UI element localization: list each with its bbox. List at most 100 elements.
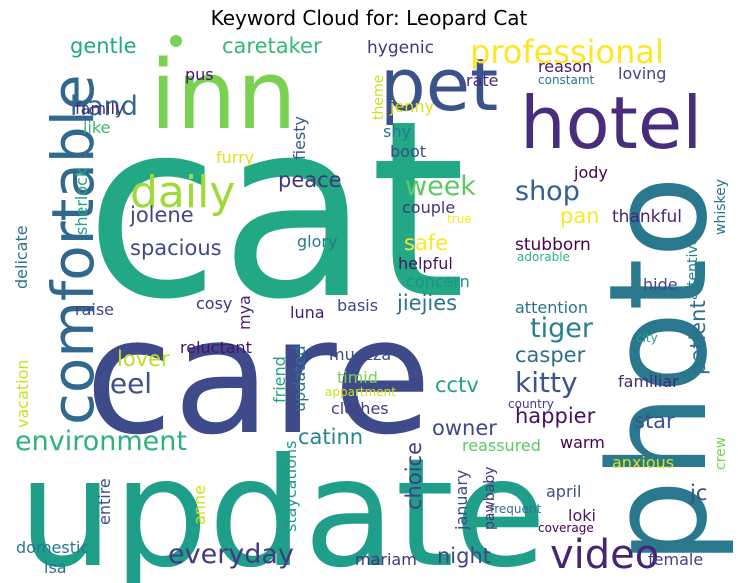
word-couple: couple bbox=[402, 198, 455, 217]
word-familiar: familiar bbox=[618, 372, 679, 391]
word-hygenic: hygenic bbox=[367, 38, 434, 58]
word-jenny: jenny bbox=[389, 97, 434, 116]
word-cat: cat bbox=[85, 68, 466, 353]
word-concern: concern bbox=[406, 272, 470, 291]
word-boot: boot bbox=[390, 142, 426, 161]
word-jiejies: jiejies bbox=[396, 291, 457, 315]
word-entire: entire bbox=[95, 478, 114, 525]
word-hide: hide bbox=[643, 275, 678, 294]
word-mya: mya bbox=[235, 295, 254, 330]
word-pus: pus bbox=[185, 65, 214, 84]
word-anne: anne bbox=[190, 485, 209, 525]
word-video: video bbox=[550, 532, 659, 578]
word-frequent: frequent bbox=[490, 502, 541, 516]
word-casper: casper bbox=[515, 343, 586, 367]
word-update: update bbox=[18, 427, 547, 583]
word-anxious: anxious bbox=[612, 453, 674, 472]
word-hand: hand bbox=[70, 91, 138, 122]
word-helpful: helpful bbox=[398, 254, 453, 273]
word-jc: jc bbox=[689, 481, 707, 505]
word-photo: photo bbox=[580, 176, 737, 565]
word-staycations: staycations bbox=[281, 441, 300, 532]
word-loki: loki bbox=[568, 506, 596, 525]
word-rate: rate bbox=[466, 71, 499, 90]
word-star: star bbox=[634, 409, 675, 433]
word-sherlock: sherlock bbox=[72, 167, 91, 235]
word-reason: reason bbox=[538, 57, 592, 76]
word-updated: updated bbox=[290, 345, 309, 412]
word-safe: safe bbox=[404, 231, 448, 255]
word-cctv: cctv bbox=[435, 373, 479, 397]
word-constamt: constamt bbox=[538, 73, 595, 87]
word-week: week bbox=[405, 171, 476, 202]
word-shy: shy bbox=[383, 122, 411, 141]
word-reluctant: reluctant bbox=[180, 338, 252, 357]
word-tiger: tiger bbox=[530, 313, 594, 344]
word-comfortable: comfortable bbox=[39, 74, 107, 425]
word-inn: inn bbox=[150, 41, 297, 151]
word-glory: glory bbox=[297, 232, 337, 251]
word-theme: theme bbox=[371, 75, 387, 120]
word-country: country bbox=[508, 397, 554, 411]
word-caretaker: caretaker bbox=[222, 34, 322, 58]
word-hotel: hotel bbox=[520, 81, 702, 165]
word-fiesty: fiesty bbox=[290, 116, 309, 160]
word-raise: raise bbox=[75, 300, 114, 319]
word-thankful: thankful bbox=[612, 207, 682, 227]
word-crew: crew bbox=[713, 437, 729, 470]
word-kitty: kitty bbox=[515, 366, 578, 399]
word-muezza: muezza bbox=[329, 345, 391, 364]
word-mariam: mariam bbox=[355, 550, 417, 569]
word-clothes: clothes bbox=[331, 399, 389, 418]
word-patient: patient bbox=[686, 300, 710, 375]
word-domestic: domestic bbox=[16, 538, 89, 557]
word-true: true bbox=[447, 212, 472, 226]
word-lover: lover bbox=[117, 347, 170, 371]
word-everyday: everyday bbox=[168, 539, 294, 570]
word-family: family bbox=[75, 99, 124, 118]
word-friend: friend bbox=[270, 356, 289, 403]
chart-title: Keyword Cloud for: Leopard Cat bbox=[210, 6, 528, 30]
word-stubborn: stubborn bbox=[515, 235, 591, 255]
word-jolene: jolene bbox=[129, 203, 194, 227]
word-timid: timid bbox=[337, 368, 378, 387]
word-delicate: delicate bbox=[12, 225, 31, 289]
word-choice: choice bbox=[402, 442, 426, 510]
word-female: female bbox=[648, 550, 703, 569]
word-basis: basis bbox=[337, 296, 378, 315]
decorative-dot bbox=[170, 35, 182, 47]
word-coverage: coverage bbox=[538, 521, 594, 535]
word-shop: shop bbox=[515, 176, 580, 207]
word-warm: warm bbox=[560, 433, 605, 452]
word-daily: daily bbox=[130, 167, 235, 218]
word-care: care bbox=[85, 283, 432, 470]
word-cosy: cosy bbox=[196, 294, 232, 313]
word-isa: isa bbox=[44, 558, 67, 577]
word-january: january bbox=[452, 470, 471, 531]
word-furry: furry bbox=[216, 148, 254, 167]
word-pan: pan bbox=[560, 204, 600, 228]
word-attentive: attentive bbox=[685, 237, 701, 300]
word-adorable: adorable bbox=[517, 250, 570, 264]
word-night: night bbox=[437, 544, 491, 568]
word-catinn: catinn bbox=[298, 425, 363, 449]
word-loving: loving bbox=[618, 64, 666, 83]
word-happier: happier bbox=[515, 404, 596, 428]
word-luna: luna bbox=[290, 303, 325, 322]
word-pet: pet bbox=[380, 43, 498, 127]
word-whiskey: whiskey bbox=[713, 179, 729, 235]
word-owner: owner bbox=[432, 416, 497, 440]
word-jody: jody bbox=[573, 163, 608, 182]
word-feel: feel bbox=[100, 367, 152, 400]
word-april: april bbox=[546, 482, 581, 501]
word-gentle: gentle bbox=[70, 34, 137, 58]
word-environment: environment bbox=[15, 426, 187, 457]
word-reassured: reassured bbox=[462, 436, 541, 455]
word-spacious: spacious bbox=[130, 236, 222, 260]
word-pawbaby: pawbaby bbox=[482, 466, 498, 530]
word-attention: attention bbox=[515, 298, 588, 317]
word-vacation: vacation bbox=[13, 359, 32, 428]
word-like: like bbox=[83, 118, 110, 137]
